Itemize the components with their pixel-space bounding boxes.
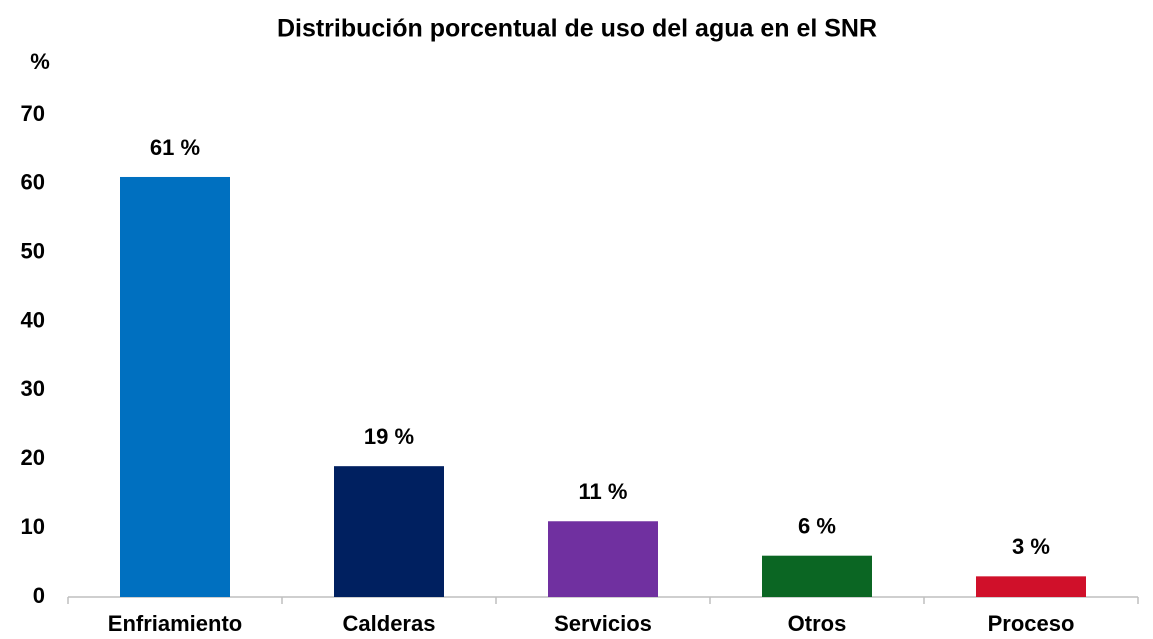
- data-label: 6 %: [798, 513, 836, 538]
- x-tick-label: Servicios: [554, 611, 652, 636]
- y-tick-label: 10: [21, 514, 45, 539]
- chart-title: Distribución porcentual de uso del agua …: [277, 15, 877, 43]
- y-tick-label: 70: [21, 101, 45, 126]
- y-tick-label: 40: [21, 307, 45, 332]
- bar: [334, 466, 444, 597]
- y-tick-label: 0: [33, 583, 45, 608]
- bar: [120, 176, 230, 597]
- data-label: 11 %: [579, 479, 628, 504]
- x-tick-label: Otros: [788, 611, 847, 636]
- x-tick-label: Calderas: [343, 611, 436, 636]
- x-tick-label: Enfriamiento: [108, 611, 242, 636]
- data-label: 3 %: [1012, 534, 1050, 559]
- y-tick-label: 50: [21, 239, 45, 264]
- y-tick-label: 30: [21, 376, 45, 401]
- bar: [976, 576, 1086, 597]
- data-label: 61 %: [150, 135, 200, 160]
- bar: [762, 555, 872, 597]
- data-label: 19 %: [364, 424, 414, 449]
- bar: [548, 521, 658, 597]
- x-tick-label: Proceso: [988, 611, 1075, 636]
- y-axis-label: %: [30, 49, 50, 74]
- y-tick-label: 60: [21, 170, 45, 195]
- y-tick-label: 20: [21, 445, 45, 470]
